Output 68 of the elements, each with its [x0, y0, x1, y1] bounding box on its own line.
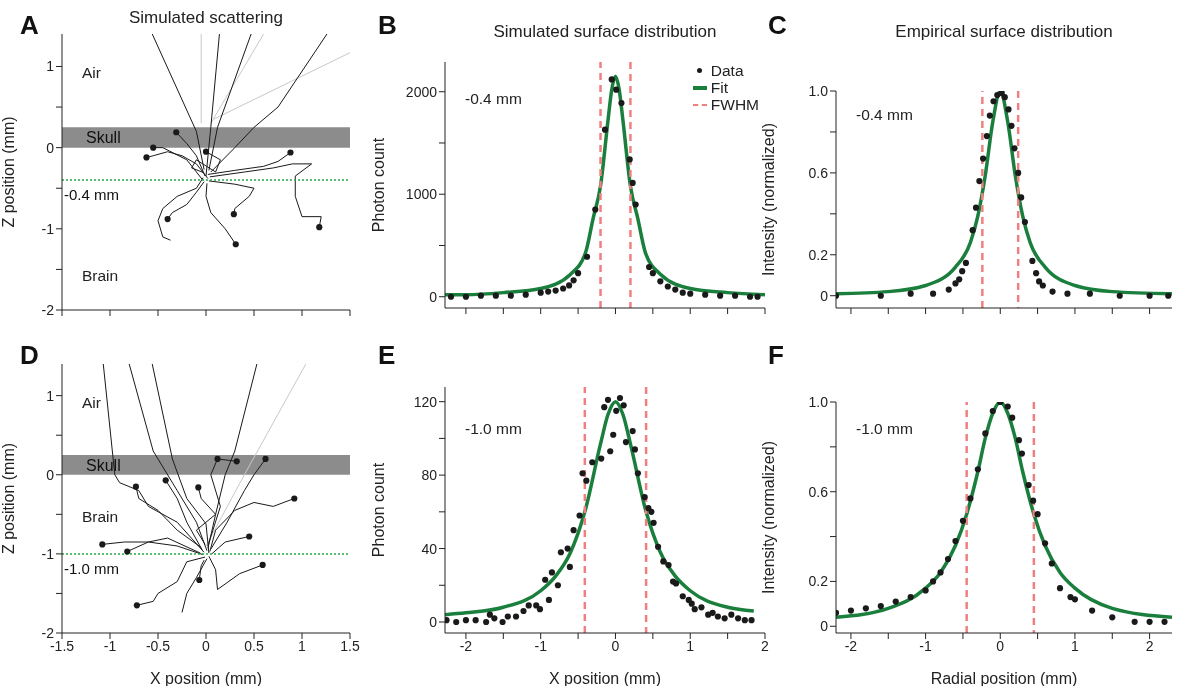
legend-label: Fit	[710, 79, 729, 96]
y-tick-label: 1	[46, 58, 55, 75]
x-tick-label: -1	[534, 637, 548, 654]
y-tick-label: 0	[820, 287, 829, 304]
x-tick-label: 0	[996, 637, 1005, 654]
y-tick-label: 0.2	[808, 246, 829, 263]
y-tick-label: 0	[429, 288, 438, 305]
x-tick-label: 2	[761, 637, 770, 654]
y-tick-label: 40	[421, 540, 438, 557]
y-axis-title: Photon count	[369, 462, 387, 558]
text: C	[768, 10, 787, 41]
y-tick-label: 80	[421, 467, 438, 484]
annotation: Air	[82, 64, 101, 82]
y-axis-title: Z position (mm)	[0, 116, 17, 228]
y-tick-label: 0.6	[808, 483, 829, 500]
y-tick-label: -1	[41, 545, 55, 562]
x-tick-label: -2	[844, 637, 858, 654]
text: F	[768, 340, 784, 371]
ref-line-label: -1.0 mm	[64, 559, 120, 577]
annotation: Brain	[82, 508, 119, 526]
x-tick-label: -1	[919, 637, 933, 654]
y-tick-label: 1	[46, 387, 55, 404]
x-tick-label: -0.5	[145, 637, 171, 654]
y-tick-label: 120	[413, 393, 438, 410]
y-tick-label: 1.0	[808, 82, 829, 99]
x-tick-label: -1	[103, 637, 117, 654]
y-tick-label: 0	[820, 618, 829, 635]
legend-label: Data	[710, 62, 744, 79]
y-tick-label: 0.2	[808, 573, 829, 590]
text: B	[378, 10, 397, 41]
annotation: -1.0 mm	[856, 420, 913, 438]
y-tick-label: 0	[46, 466, 55, 483]
y-tick-label: 0	[429, 613, 438, 630]
y-tick-label: 0	[46, 139, 55, 156]
annotation: Brain	[82, 267, 119, 285]
x-tick-label: -2	[459, 637, 473, 654]
ref-line-label: -0.4 mm	[64, 186, 120, 204]
band-label: Skull	[86, 456, 121, 474]
annotation: -0.4 mm	[856, 106, 913, 124]
y-axis-title: Z position (mm)	[0, 442, 17, 555]
chart-title: Empirical surface distribution	[894, 22, 1114, 42]
chart-title: Simulated scattering	[128, 8, 284, 28]
x-tick-label: 1	[686, 637, 695, 654]
x-tick-label: 0	[202, 637, 211, 654]
y-tick-label: -1	[41, 220, 55, 237]
annotation: -0.4 mm	[465, 90, 522, 108]
y-tick-label: -2	[41, 301, 55, 318]
x-tick-label: 1.5	[340, 637, 360, 654]
x-tick-label: 1	[1071, 637, 1080, 654]
y-tick-label: 1.0	[808, 393, 829, 410]
text: A	[20, 10, 39, 41]
annotation: Air	[82, 394, 101, 412]
y-axis-title: Intensity (normalized)	[759, 123, 777, 276]
chart-title: Simulated surface distribution	[492, 22, 718, 42]
legend-label: FWHM	[710, 96, 759, 113]
text: D	[20, 340, 39, 371]
x-tick-label: 0.5	[244, 637, 264, 654]
y-tick-label: 0.6	[808, 164, 829, 181]
y-axis-title: Photon count	[369, 137, 387, 233]
y-tick-label: 2000	[405, 83, 438, 100]
x-tick-label: 0	[611, 637, 620, 654]
x-tick-label: 2	[1145, 637, 1154, 654]
y-axis-title: Intensity (normalized)	[759, 441, 777, 594]
annotation: -1.0 mm	[465, 420, 522, 438]
x-tick-label: 1	[298, 637, 307, 654]
text: E	[378, 340, 396, 371]
y-tick-label: 1000	[405, 186, 438, 203]
band-label: Skull	[86, 129, 121, 147]
